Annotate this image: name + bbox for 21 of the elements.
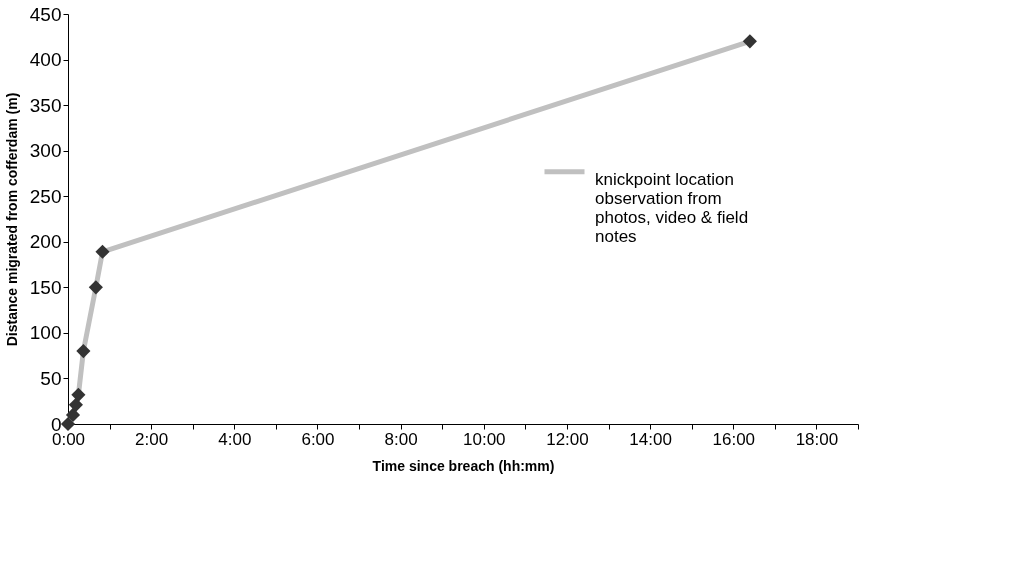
y-tick-label: 400 xyxy=(29,49,62,71)
x-tick-label: 10:00 xyxy=(463,429,506,449)
y-tick-label: 100 xyxy=(29,322,62,344)
y-tick-label: 250 xyxy=(29,185,62,207)
x-tick-label: 16:00 xyxy=(712,429,756,449)
y-tick-label: 350 xyxy=(29,94,62,116)
y-tick-label: 200 xyxy=(29,231,62,253)
y-axis-title: Distance migrated from cofferdam (m) xyxy=(3,92,20,347)
legend-label: knickpoint location observation from photos, video & field notes xyxy=(595,169,749,246)
x-tick-label: 12:00 xyxy=(546,429,589,449)
x-tick-label: 14:00 xyxy=(629,429,672,449)
x-tick-label: 8:00 xyxy=(384,429,418,449)
y-tick-label: 450 xyxy=(29,3,62,25)
x-tick-label: 4:00 xyxy=(218,429,252,449)
x-tick-label: 18:00 xyxy=(795,429,839,449)
x-tick-label: 2:00 xyxy=(135,429,169,449)
y-tick-label: 300 xyxy=(29,140,62,162)
y-tick-label: 50 xyxy=(40,367,62,389)
x-tick-label: 6:00 xyxy=(301,429,335,449)
y-tick-label: 150 xyxy=(29,276,62,298)
x-axis-title: Time since breach (hh:mm) xyxy=(372,457,555,474)
